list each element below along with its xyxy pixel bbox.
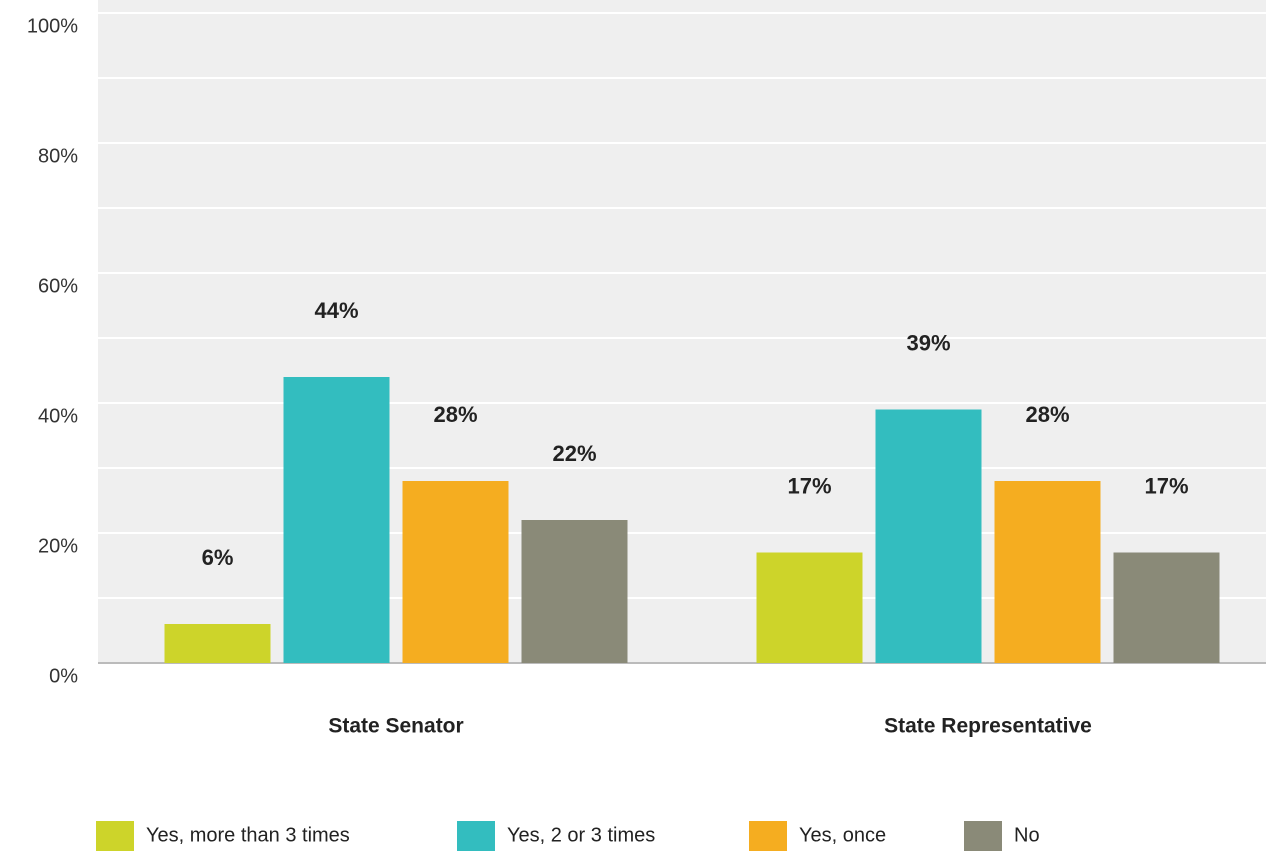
legend-label: Yes, more than 3 times bbox=[146, 824, 350, 846]
bar bbox=[164, 624, 271, 663]
bar bbox=[402, 481, 509, 663]
y-tick-label: 40% bbox=[38, 405, 78, 427]
y-tick-label: 80% bbox=[38, 145, 78, 167]
bar bbox=[875, 409, 982, 663]
value-label: 22% bbox=[552, 441, 596, 466]
x-tick-label: State Representative bbox=[884, 715, 1092, 738]
value-label: 28% bbox=[1025, 402, 1069, 427]
bar bbox=[283, 377, 390, 663]
y-tick-label: 60% bbox=[38, 275, 78, 297]
value-label: 17% bbox=[787, 473, 831, 498]
legend-swatch bbox=[96, 821, 134, 851]
value-label: 39% bbox=[906, 330, 950, 355]
value-label: 6% bbox=[202, 545, 234, 570]
y-tick-label: 100% bbox=[27, 15, 78, 37]
legend-swatch bbox=[749, 821, 787, 851]
value-label: 44% bbox=[314, 298, 358, 323]
legend-label: No bbox=[1014, 824, 1040, 846]
bar bbox=[521, 520, 628, 663]
y-tick-label: 20% bbox=[38, 535, 78, 557]
legend-swatch bbox=[964, 821, 1002, 851]
legend-swatch bbox=[457, 821, 495, 851]
legend-label: Yes, once bbox=[799, 824, 886, 846]
value-label: 17% bbox=[1144, 473, 1188, 498]
bar bbox=[1113, 552, 1220, 663]
x-tick-label: State Senator bbox=[328, 715, 463, 738]
value-label: 28% bbox=[433, 402, 477, 427]
bar bbox=[994, 481, 1101, 663]
legend-label: Yes, 2 or 3 times bbox=[507, 824, 655, 846]
y-tick-label: 0% bbox=[49, 665, 78, 687]
bar bbox=[756, 552, 863, 663]
